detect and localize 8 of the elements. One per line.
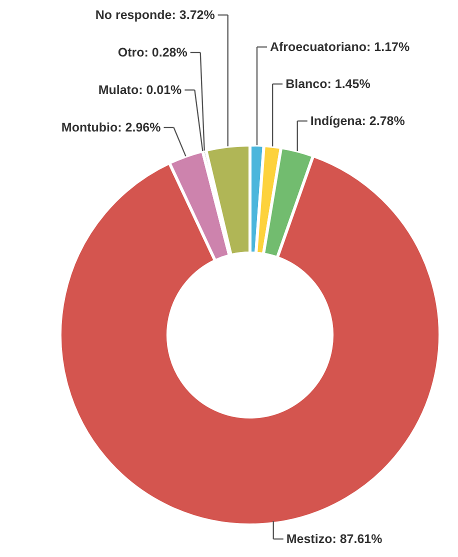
- slice-label: Mulato: 0.01%: [98, 83, 182, 97]
- slice-label: Mestizo: 87.61%: [286, 532, 382, 546]
- slice-label: No responde: 3.72%: [95, 8, 215, 22]
- slice-label: Blanco: 1.45%: [286, 77, 370, 91]
- slice-label: Montubio: 2.96%: [61, 120, 161, 134]
- slice-label: Otro: 0.28%: [118, 46, 188, 60]
- slice-label: Afroecuatoriano: 1.17%: [270, 40, 410, 54]
- slice-label: Indígena: 2.78%: [310, 114, 405, 128]
